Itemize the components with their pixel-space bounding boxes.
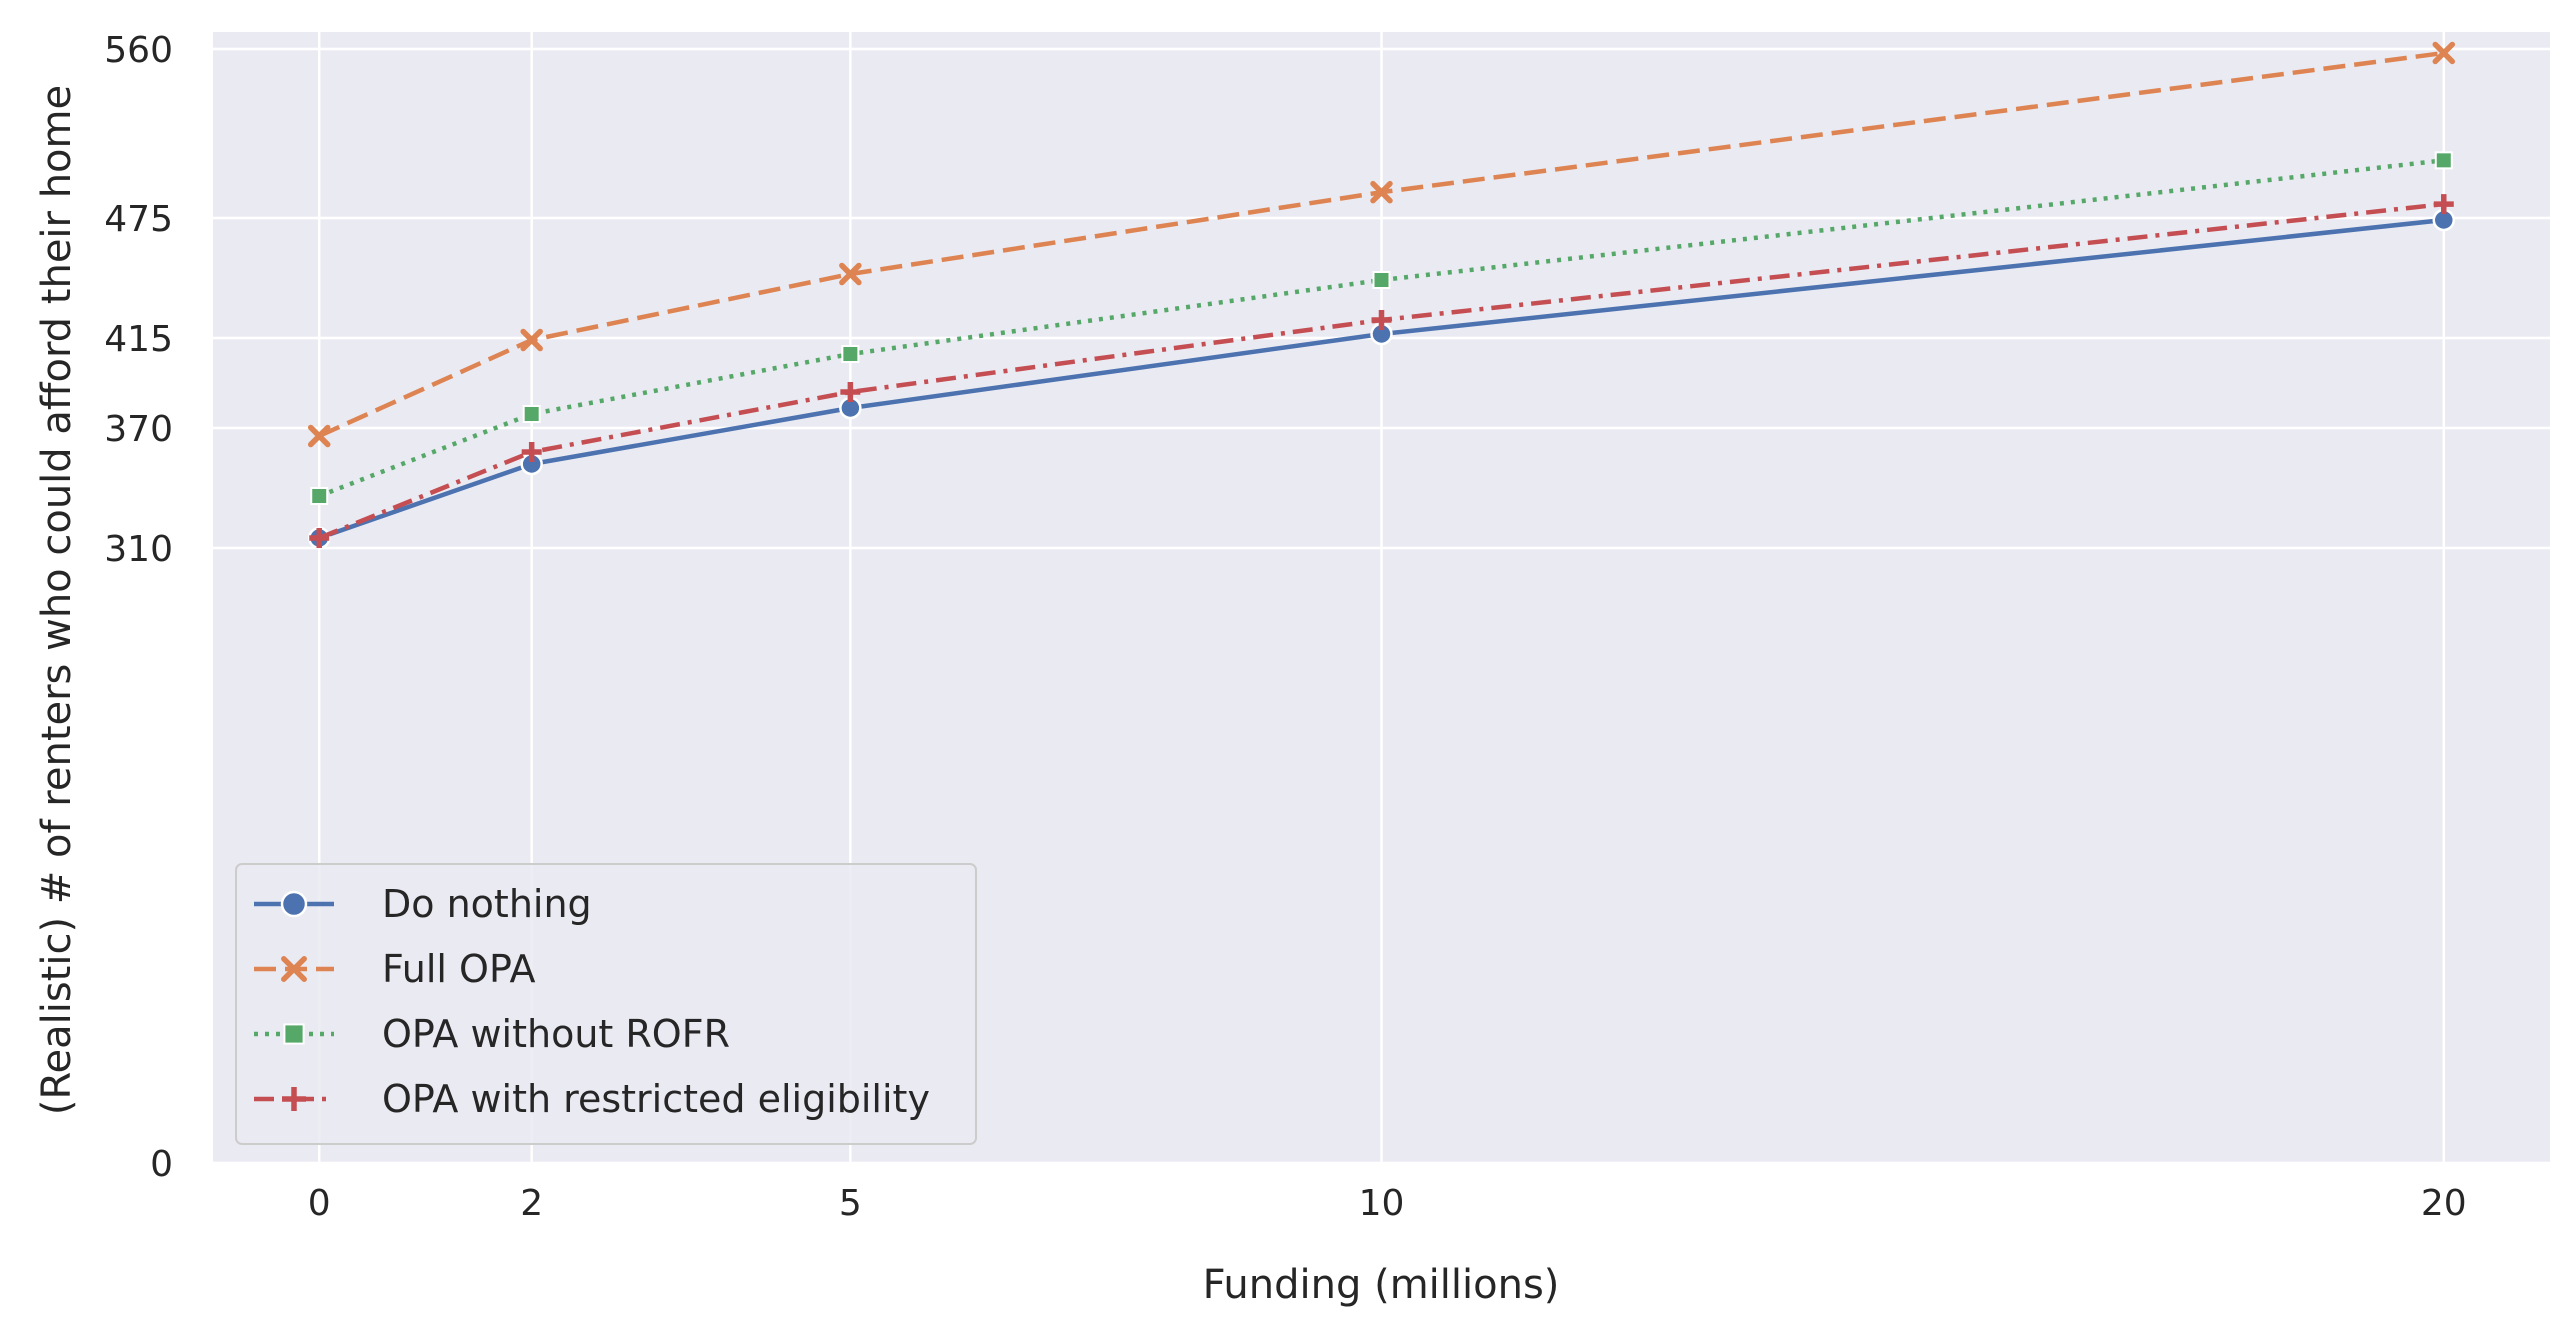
data-point	[521, 442, 542, 462]
data-point	[280, 890, 308, 918]
series-full-opa	[307, 41, 2456, 448]
data-point	[2432, 41, 2456, 65]
x-axis-title: Funding (millions)	[1203, 1262, 1560, 1308]
data-point	[1370, 180, 1393, 204]
x-tick-label: 5	[839, 1183, 862, 1224]
legend-label: Do nothing	[382, 882, 592, 926]
legend-item: OPA without ROFR	[254, 1012, 730, 1056]
data-point	[282, 1087, 306, 1111]
y-tick-label: 0	[150, 1144, 173, 1185]
legend: Do nothing Full OPA OPA without ROFR OPA wi…	[235, 863, 977, 1145]
data-point	[307, 424, 331, 448]
data-point	[283, 1023, 305, 1045]
legend-item: Do nothing	[254, 882, 592, 926]
y-tick-label: 475	[104, 199, 173, 240]
data-point	[2434, 151, 2453, 170]
grid-lines	[213, 32, 2550, 1165]
data-point	[840, 382, 861, 402]
x-tick-label: 0	[308, 1183, 331, 1224]
series-opa-with-restricted-eligibility	[309, 194, 2454, 548]
data-point	[1372, 271, 1391, 289]
legend-item: Full OPA	[254, 947, 535, 991]
data-point	[310, 487, 329, 505]
tick-labels: 0 2 5 10 20 0 310 370 415 475 560	[104, 30, 2466, 1224]
data-point	[1371, 310, 1392, 330]
y-axis-title: (Realistic) # of renters who could affor…	[34, 85, 80, 1115]
y-tick-label: 415	[104, 319, 173, 360]
y-tick-label: 370	[104, 409, 173, 450]
y-tick-label: 310	[104, 529, 173, 570]
x-tick-label: 2	[520, 1183, 543, 1224]
data-point	[522, 405, 541, 423]
legend-label: OPA without ROFR	[382, 1012, 730, 1056]
data-point	[2433, 194, 2454, 215]
series-group	[307, 41, 2456, 550]
data-point	[281, 956, 307, 982]
x-tick-label: 20	[2421, 1183, 2467, 1224]
data-point	[841, 345, 860, 363]
data-point	[309, 528, 330, 548]
series-opa-without-rofr	[310, 151, 2453, 505]
legend-label: Full OPA	[382, 947, 535, 991]
legend-label: OPA with restricted eligibility	[382, 1077, 930, 1121]
legend-item: OPA with restricted eligibility	[254, 1077, 930, 1121]
x-tick-label: 10	[1359, 1183, 1405, 1224]
legend-box	[235, 863, 977, 1145]
series-line	[318, 201, 2445, 541]
data-point	[520, 328, 543, 352]
y-tick-label: 560	[104, 30, 173, 71]
data-point	[839, 262, 862, 286]
